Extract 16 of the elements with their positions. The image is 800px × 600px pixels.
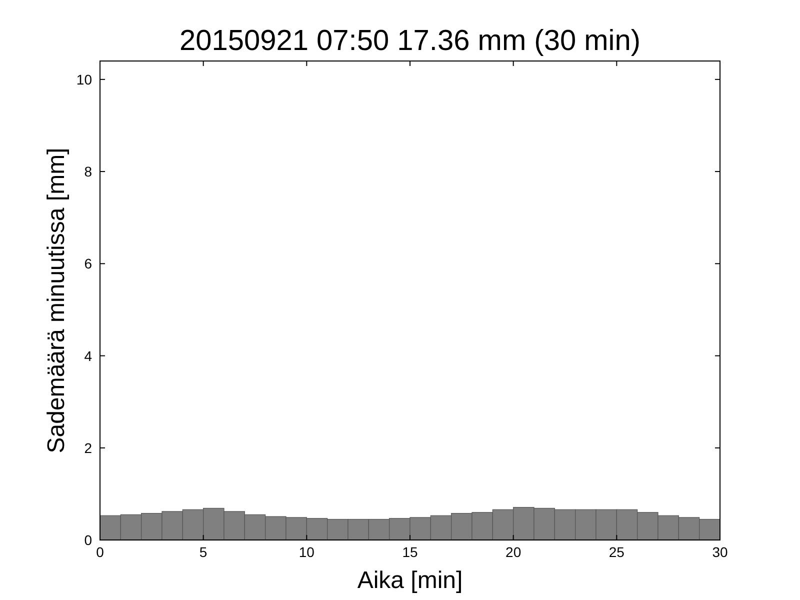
x-tick-label: 0 xyxy=(96,544,104,560)
y-axis-title: Sademäärä minuutissa [mm] xyxy=(43,148,70,454)
y-tick-label: 0 xyxy=(84,532,92,548)
x-tick-label: 10 xyxy=(298,544,315,560)
chart-title: 20150921 07:50 17.36 mm (30 min) xyxy=(179,25,641,57)
x-tick-label: 15 xyxy=(402,544,418,560)
x-tick-label: 30 xyxy=(712,544,728,560)
x-tick-label: 20 xyxy=(506,544,522,560)
y-tick-label: 4 xyxy=(84,348,92,364)
y-tick-label: 8 xyxy=(84,164,92,180)
x-tick-label: 5 xyxy=(199,544,208,560)
x-tick-label: 25 xyxy=(608,544,625,560)
y-tick-label: 10 xyxy=(76,71,92,88)
y-tick-label: 2 xyxy=(84,440,92,456)
y-tick-label: 6 xyxy=(84,256,92,272)
x-axis-title: Aika [min] xyxy=(357,567,463,594)
